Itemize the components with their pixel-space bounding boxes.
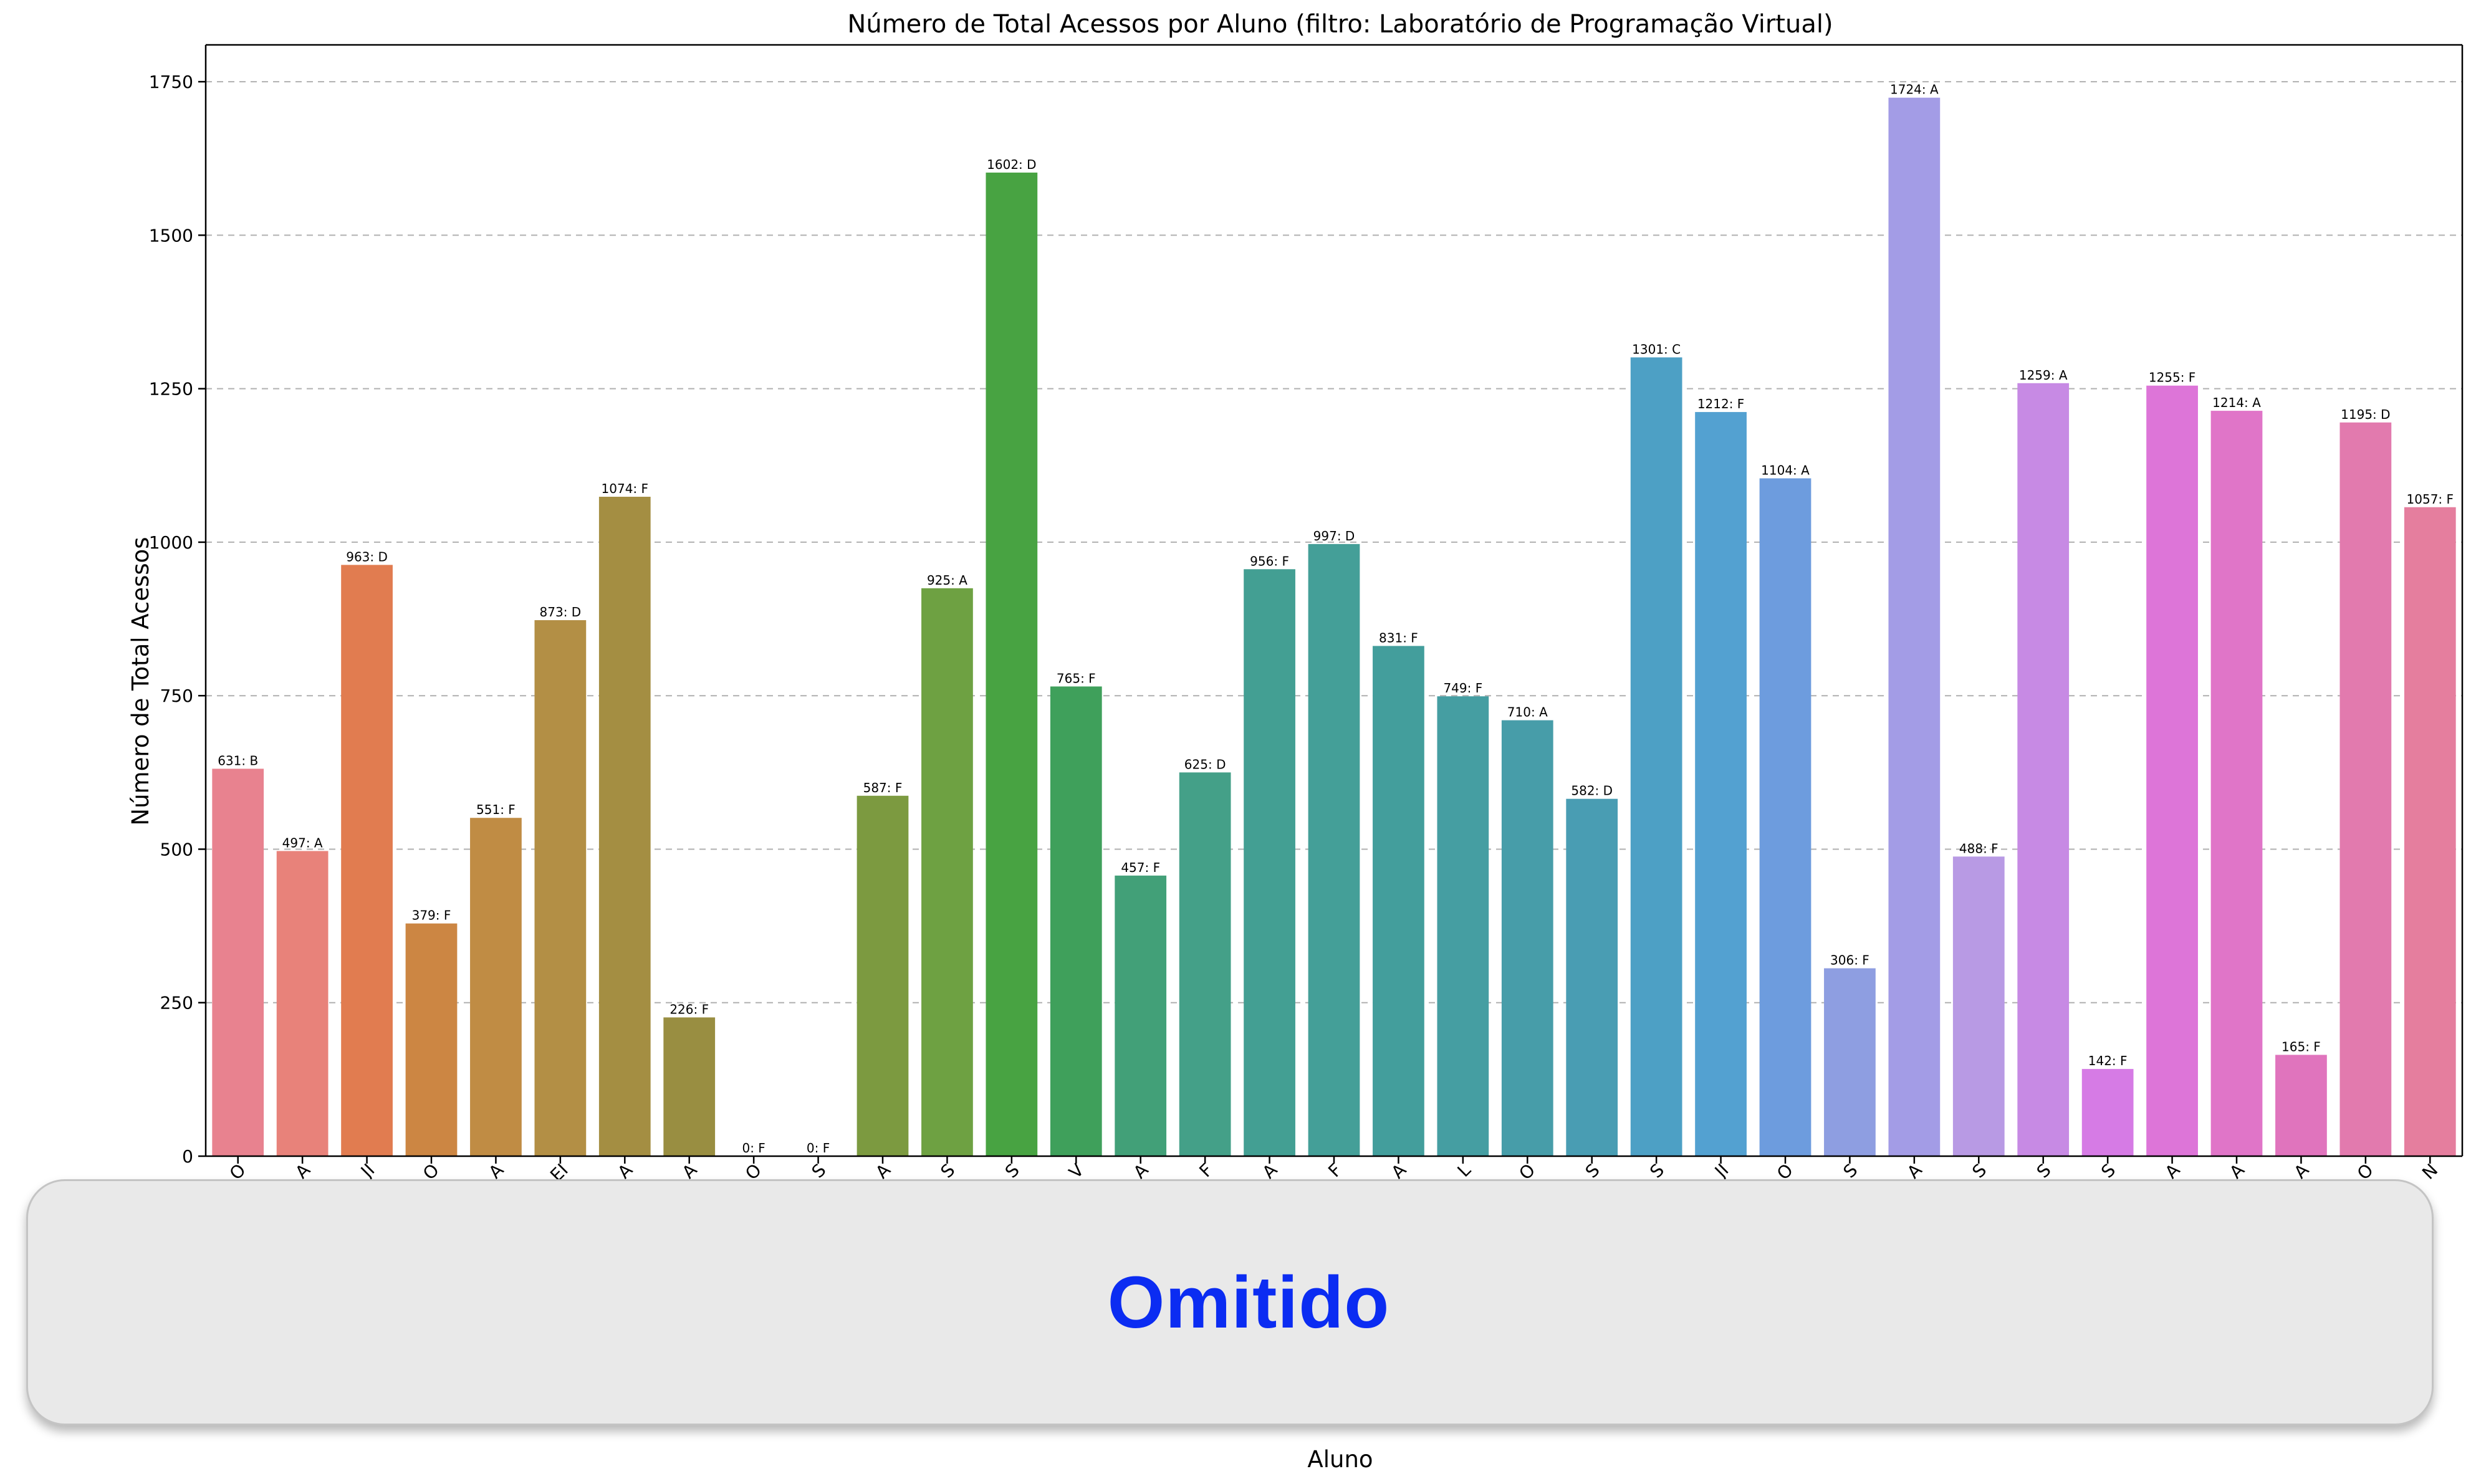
bar: [2081, 1069, 2134, 1156]
y-tick-label: 1250: [149, 379, 193, 400]
bar-value-label: 997: D: [1313, 529, 1355, 543]
bar-value-label: 1255: F: [2149, 370, 2196, 385]
omitted-label-text: Omitido: [1107, 1261, 1390, 1344]
bar-value-label: 1724: A: [1890, 82, 1939, 97]
y-tick-label: 1750: [149, 72, 193, 92]
bar: [2339, 422, 2392, 1157]
y-tick-label: 750: [160, 686, 193, 706]
bar: [1566, 798, 1618, 1156]
x-tick-label: N: [2418, 1160, 2442, 1184]
bar: [212, 768, 264, 1156]
bar-value-label: 831: F: [1379, 630, 1418, 645]
bar-value-label: 1259: A: [2019, 368, 2068, 383]
bar: [2404, 507, 2456, 1157]
bar: [663, 1017, 716, 1156]
bar-value-label: 765: F: [1057, 671, 1096, 686]
bar: [598, 497, 651, 1156]
bar-value-label: 1104: A: [1761, 462, 1810, 477]
bar-value-label: 1301: C: [1632, 342, 1681, 357]
bar-value-label: 142: F: [2088, 1053, 2128, 1068]
bar: [1115, 875, 1167, 1156]
bar-value-label: 488: F: [1959, 841, 1999, 856]
bar: [1888, 97, 1941, 1156]
bar-value-label: 925: A: [927, 573, 967, 588]
bar-value-label: 749: F: [1443, 681, 1482, 696]
bars: [212, 97, 2456, 1157]
bar-value-label: 1074: F: [602, 481, 649, 496]
y-tick-label: 500: [160, 839, 193, 859]
bar: [1050, 686, 1102, 1156]
bar: [2146, 385, 2198, 1157]
y-axis-ticks: 0 250 500 750 1000 1250 1500 1750: [149, 72, 206, 1167]
x-tick-label: F: [1195, 1160, 1217, 1182]
bar-value-label: 1214: A: [2212, 395, 2261, 410]
bar: [534, 620, 587, 1156]
bar: [2210, 411, 2263, 1156]
bar-value-label: 1212: F: [1697, 396, 1745, 411]
x-tick-label: L: [1453, 1159, 1475, 1181]
bar-value-label: 587: F: [863, 780, 903, 795]
bar-value-label: 710: A: [1507, 705, 1548, 720]
x-tick-label: F: [1324, 1160, 1346, 1182]
bar-value-label: 582: D: [1571, 783, 1613, 798]
bar: [470, 818, 522, 1156]
bar-value-label: 1195: D: [2341, 407, 2390, 422]
bar: [1759, 478, 1811, 1156]
bar: [1373, 646, 1424, 1156]
y-tick-label: 0: [182, 1146, 193, 1167]
bar-value-label: 226: F: [669, 1002, 709, 1017]
bar: [1952, 856, 2005, 1156]
bar-value-label: 956: F: [1250, 553, 1289, 568]
bar-value-labels: 631: B 497: A 963: D 379: F 551: F 873: D 1074…: [218, 82, 2454, 1156]
y-tick-label: 1000: [149, 532, 193, 553]
bar-value-label: 165: F: [2282, 1039, 2321, 1054]
bar-value-label: 497: A: [282, 835, 323, 850]
bar-value-label: 631: B: [218, 753, 258, 768]
bar: [921, 588, 973, 1156]
bar-value-label: 873: D: [540, 605, 582, 620]
bar-value-label: 306: F: [1830, 953, 1869, 968]
bar-value-label: 963: D: [346, 549, 388, 564]
bar-value-label: 0: F: [807, 1141, 830, 1156]
omitted-labels-overlay: Omitido: [26, 1179, 2434, 1425]
bar: [986, 172, 1038, 1157]
bar-value-label: 457: F: [1121, 860, 1160, 875]
bar: [405, 923, 458, 1156]
bar-value-label: 551: F: [476, 802, 516, 817]
bar-value-label: 0: F: [742, 1141, 765, 1156]
y-tick-label: 1500: [149, 225, 193, 246]
bar: [1308, 543, 1360, 1156]
bar: [1437, 696, 1489, 1156]
bar: [1179, 772, 1231, 1156]
bar: [1244, 569, 1295, 1156]
bar-value-label: 1057: F: [2407, 492, 2454, 507]
y-axis-title: Número de Total Acessos: [127, 537, 154, 825]
bar: [857, 795, 909, 1156]
bar: [1695, 412, 1747, 1156]
chart-title: Número de Total Acessos por Aluno (filtr…: [847, 10, 1833, 39]
x-axis-title: Aluno: [1307, 1446, 1373, 1473]
bar: [341, 565, 393, 1156]
bar: [1630, 357, 1682, 1156]
y-tick-label: 250: [160, 993, 193, 1013]
bar: [1501, 720, 1553, 1156]
bar-value-label: 379: F: [412, 908, 451, 923]
bar: [1824, 968, 1876, 1156]
bar: [2275, 1055, 2327, 1156]
bar: [2017, 383, 2070, 1156]
bar: [276, 851, 329, 1156]
bar-value-label: 1602: D: [987, 157, 1036, 172]
bar-value-label: 625: D: [1184, 757, 1226, 772]
